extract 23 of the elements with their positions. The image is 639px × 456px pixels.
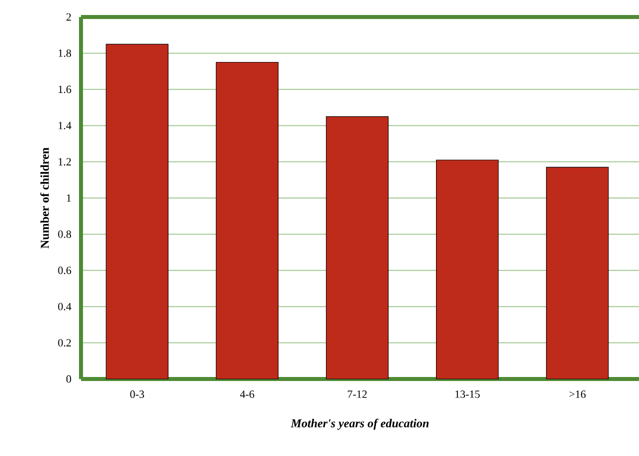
y-tick-label: 0 [66, 375, 72, 383]
y-tick-label: 1.4 [58, 122, 72, 130]
bar [546, 166, 609, 380]
x-axis-title: Mother's years of education [290, 418, 429, 430]
y-tick-label: 1 [66, 194, 71, 202]
bar [106, 44, 168, 380]
y-tick-label: 0.8 [58, 230, 72, 238]
x-tick-label: 0-3 [130, 390, 144, 398]
bar [216, 62, 278, 380]
y-tick-label: 2 [66, 13, 71, 21]
y-tick-label: 0.4 [58, 302, 72, 310]
y-tick-label: 1.8 [58, 49, 72, 57]
x-tick-label: 4-6 [240, 390, 254, 398]
y-tick-label: 1.6 [58, 86, 72, 94]
x-tick-label: 7-12 [348, 390, 367, 398]
bar [436, 160, 499, 380]
y-tick-label: 0.2 [58, 339, 71, 347]
x-tick-label: >16 [569, 390, 586, 398]
y-tick-label: 1.2 [58, 158, 71, 166]
bar [326, 116, 389, 380]
y-tick-label: 0.6 [58, 266, 72, 274]
y-axis-title: Number of children [40, 148, 49, 248]
x-tick-label: 13-15 [455, 390, 480, 398]
